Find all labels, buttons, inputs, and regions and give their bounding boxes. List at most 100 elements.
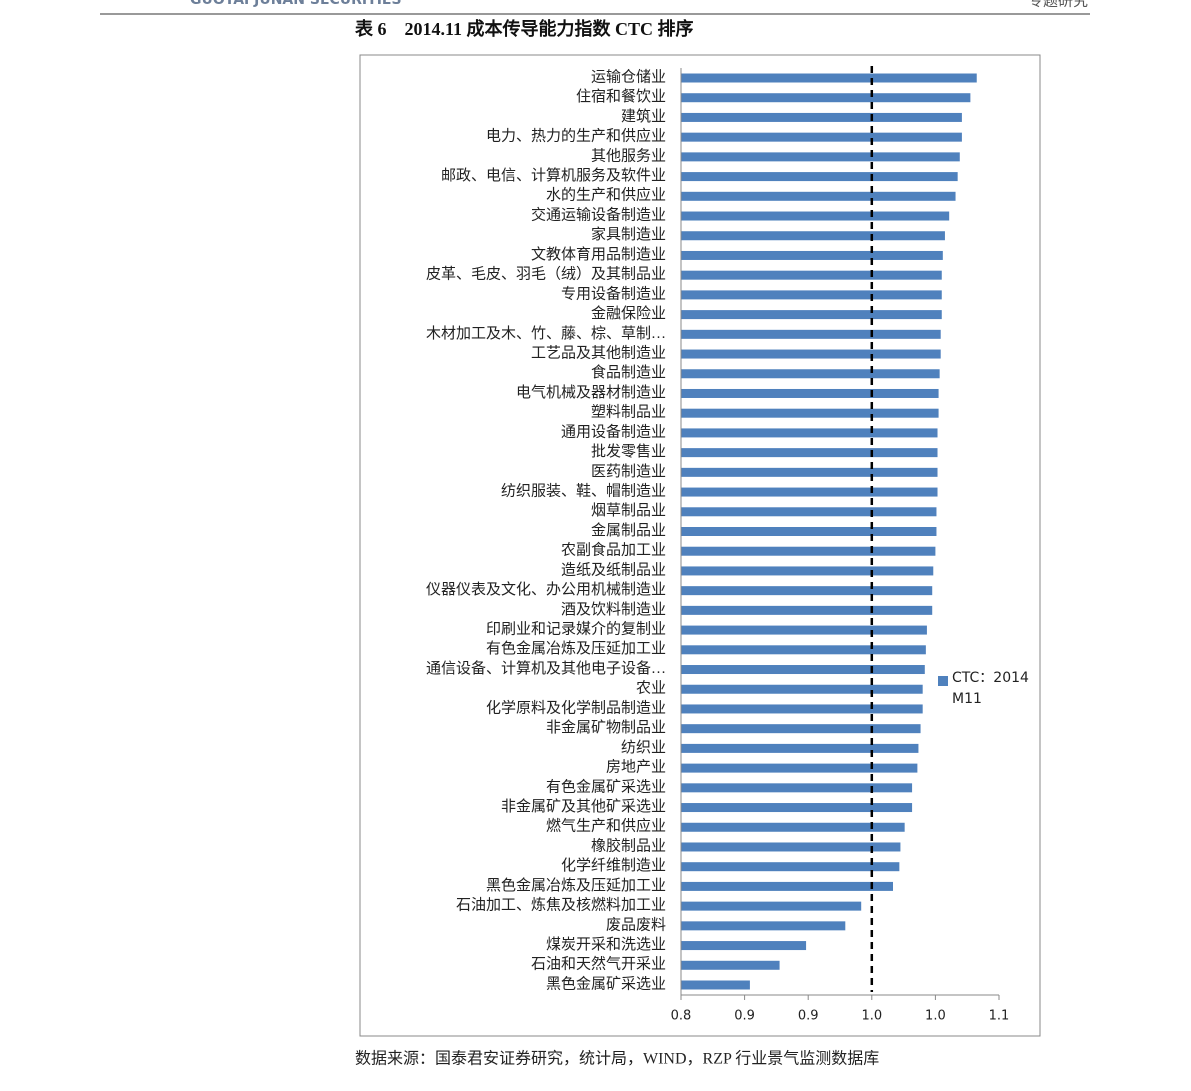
- legend-swatch: [938, 676, 948, 686]
- bar: [681, 428, 938, 438]
- y-tick-label: 印刷业和记录媒介的复制业: [486, 620, 666, 638]
- bar: [681, 881, 893, 891]
- y-tick-label: 煤炭开采和洗选业: [546, 936, 666, 953]
- y-tick-label: 纺织服装、鞋、帽制造业: [501, 483, 666, 500]
- y-tick-label: 房地产业: [606, 759, 666, 776]
- y-tick-label: 交通运输设备制造业: [531, 205, 666, 223]
- y-tick-label: 非金属矿物制品业: [546, 719, 666, 736]
- bar: [681, 803, 913, 813]
- y-tick-label: 黑色金属冶炼及压延加工业: [486, 877, 666, 894]
- y-tick-label: 仪器仪表及文化、办公用机械制造业: [426, 581, 666, 598]
- y-tick-label: 化学原料及化学制品制造业: [486, 699, 666, 716]
- bar: [681, 487, 938, 497]
- bar: [681, 822, 905, 832]
- bar: [681, 901, 862, 911]
- bar: [681, 842, 901, 852]
- bar: [681, 448, 938, 458]
- bar: [681, 408, 939, 418]
- bar: [681, 862, 900, 872]
- y-tick-label: 农业: [636, 680, 666, 697]
- x-tick-label: 1.0: [861, 1009, 882, 1024]
- bar: [681, 941, 807, 951]
- y-tick-label: 金融保险业: [591, 305, 666, 322]
- x-tick-label: 1.0: [925, 1009, 946, 1024]
- bar: [681, 112, 962, 122]
- bar: [681, 329, 941, 339]
- y-tick-label: 电力、热力的生产和供应业: [486, 127, 666, 145]
- bar: [681, 724, 921, 734]
- x-tick-label: 0.9: [798, 1009, 819, 1024]
- x-tick-label: 0.9: [734, 1009, 755, 1024]
- bar: [681, 250, 943, 260]
- y-tick-label: 烟草制品业: [591, 502, 666, 519]
- y-tick-label: 住宿和餐饮业: [576, 88, 666, 105]
- legend-label: CTC：2014M11: [952, 670, 1029, 707]
- bar: [681, 132, 962, 142]
- y-tick-label: 木材加工及木、竹、藤、棕、草制…: [426, 325, 666, 342]
- bar: [681, 73, 977, 83]
- bar: [681, 369, 940, 379]
- y-tick-label: 纺织业: [621, 739, 666, 756]
- y-tick-label: 燃气生产和供应业: [546, 817, 666, 835]
- section-label: 专题研究: [1028, 0, 1088, 9]
- y-tick-label: 农副食品加工业: [561, 542, 666, 559]
- bar: [681, 349, 941, 359]
- y-tick-label: 其他服务业: [591, 147, 666, 164]
- y-tick-label: 文教体育用品制造业: [531, 246, 666, 263]
- bar: [681, 231, 945, 241]
- y-tick-label: 石油和天然气开采业: [531, 956, 666, 973]
- y-tick-label: 有色金属冶炼及压延加工业: [486, 640, 666, 657]
- chart-title: 表 6 2014.11 成本传导能力指数 CTC 排序: [355, 18, 694, 39]
- bar: [681, 152, 960, 162]
- bar: [681, 605, 933, 615]
- y-tick-label: 医药制造业: [591, 463, 666, 480]
- bar: [681, 921, 846, 931]
- bar: [681, 625, 927, 635]
- bar: [681, 960, 780, 970]
- y-tick-label: 通用设备制造业: [561, 423, 666, 440]
- y-tick-label: 批发零售业: [591, 443, 666, 460]
- y-tick-label: 邮政、电信、计算机服务及软件业: [441, 166, 666, 184]
- y-tick-label: 橡胶制品业: [591, 837, 666, 854]
- y-tick-label: 专用设备制造业: [561, 285, 666, 302]
- bar: [681, 527, 937, 536]
- bar: [681, 290, 942, 300]
- bar: [681, 546, 936, 556]
- bar: [681, 191, 956, 201]
- bar: [681, 645, 926, 655]
- bar: [681, 586, 933, 596]
- bar: [681, 980, 750, 990]
- bar: [681, 704, 923, 714]
- y-tick-label: 塑料制品业: [591, 404, 666, 421]
- y-tick-label: 皮革、毛皮、羽毛（绒）及其制品业: [426, 266, 666, 283]
- bar: [681, 763, 918, 773]
- y-tick-label: 黑色金属矿采选业: [546, 975, 666, 992]
- y-tick-label: 建筑业: [621, 108, 666, 125]
- y-tick-label: 通信设备、计算机及其他电子设备…: [426, 659, 666, 677]
- bar: [681, 783, 913, 793]
- y-tick-label: 酒及饮料制造业: [561, 601, 666, 618]
- bar: [681, 172, 958, 182]
- source-note: 数据来源：国泰君安证券研究，统计局，WIND，RZP 行业景气监测数据库: [355, 1050, 879, 1068]
- bar: [681, 270, 942, 280]
- chart-frame: [359, 54, 1041, 1037]
- y-tick-label: 电气机械及器材制造业: [516, 384, 666, 401]
- company-name: GUOTAI JUNAN SECURITIES: [190, 0, 402, 8]
- y-tick-label: 工艺品及其他制造业: [531, 344, 666, 361]
- y-tick-label: 食品制造业: [591, 364, 666, 381]
- y-tick-label: 水的生产和供应业: [546, 186, 666, 204]
- y-tick-label: 有色金属矿采选业: [546, 778, 666, 795]
- y-tick-label: 非金属矿及其他矿采选业: [501, 798, 666, 815]
- bar: [681, 665, 925, 675]
- bar: [681, 211, 950, 221]
- y-tick-label: 废品废料: [606, 916, 666, 933]
- x-tick-label: 0.8: [671, 1009, 692, 1024]
- bar: [681, 467, 938, 477]
- bar: [681, 93, 971, 103]
- bar: [681, 507, 937, 517]
- bar: [681, 684, 923, 694]
- y-tick-label: 石油加工、炼焦及核燃料加工业: [456, 896, 666, 914]
- bar: [681, 310, 942, 320]
